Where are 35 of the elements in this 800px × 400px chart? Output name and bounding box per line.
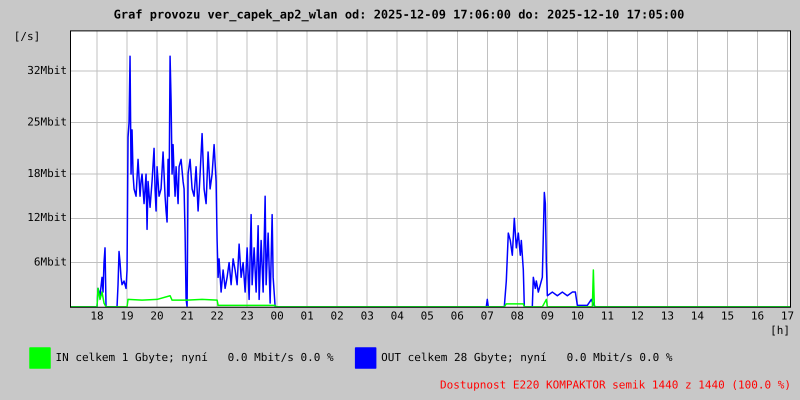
- x-tick-label: 14: [690, 309, 704, 322]
- y-tick-label: 25Mbit: [27, 115, 67, 128]
- x-tick-label: 07: [480, 309, 494, 322]
- x-tick-label: 20: [150, 309, 164, 322]
- x-tick-label: 13: [660, 309, 674, 322]
- x-tick-label: 16: [750, 309, 764, 322]
- x-tick-label: 08: [510, 309, 524, 322]
- legend-label: IN celkem 1 Gbyte; nyní 0.0 Mbit/s 0.0 %: [56, 350, 334, 364]
- x-tick-label: 12: [630, 309, 644, 322]
- chart-title: Graf provozu ver_capek_ap2_wlan od: 2025-12-09 17:06:00 do: 2025-12-10 17:05:00: [114, 7, 684, 22]
- x-tick-label: 17: [780, 309, 794, 322]
- x-tick-label: 11: [600, 309, 614, 322]
- x-tick-label: 15: [720, 309, 734, 322]
- y-tick-label: 12Mbit: [27, 211, 67, 224]
- x-tick-label: 00: [270, 309, 284, 322]
- x-tick-label: 21: [180, 309, 194, 322]
- y-tick-label: 32Mbit: [27, 64, 67, 77]
- text: Dostupnost E220 KOMPAKTOR semik 1440 z 1440 (100.0 %): [440, 378, 791, 392]
- x-tick-label: 05: [420, 309, 434, 322]
- x-tick-label: 02: [330, 309, 344, 322]
- x-tick-label: 10: [570, 309, 584, 322]
- x-tick-label: 18: [90, 309, 104, 322]
- x-axis-title: [h]: [770, 324, 790, 338]
- y-tick-label: 6Mbit: [34, 255, 67, 268]
- x-tick-label: 19: [120, 309, 134, 322]
- x-tick-label: 06: [450, 309, 464, 322]
- legend-label: OUT celkem 28 Gbyte; nyní 0.0 Mbit/s 0.0 %: [381, 350, 673, 364]
- x-tick-label: 23: [240, 309, 254, 322]
- y-axis-title: [/s]: [14, 30, 40, 43]
- x-tick-label: 01: [300, 309, 314, 322]
- y-tick-label: 18Mbit: [27, 166, 67, 180]
- x-tick-label: 09: [540, 309, 554, 322]
- x-tick-label: 03: [360, 309, 374, 322]
- x-tick-label: 22: [210, 309, 224, 322]
- x-tick-label: 04: [390, 309, 404, 322]
